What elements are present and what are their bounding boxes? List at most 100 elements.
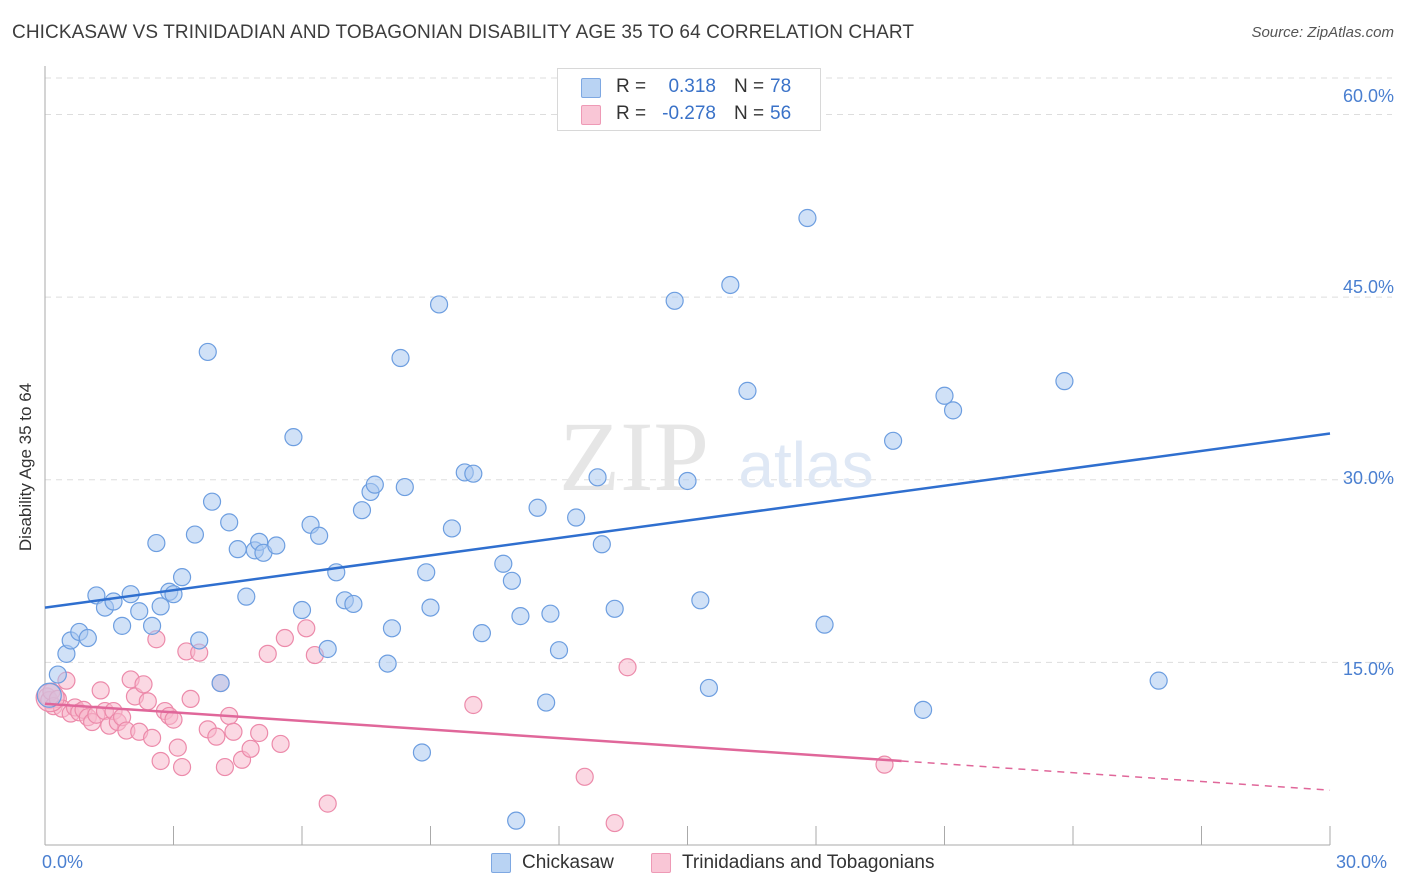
y-axis-label: Disability Age 35 to 64	[16, 382, 35, 552]
data-point	[378, 654, 397, 673]
data-point	[228, 540, 247, 559]
data-point	[1055, 372, 1074, 391]
data-point	[537, 693, 556, 712]
data-point	[207, 727, 226, 746]
data-point	[618, 658, 637, 677]
data-point	[391, 348, 410, 368]
data-point	[883, 431, 903, 450]
data-point	[130, 602, 149, 621]
bottom-legend-swatch-trinidadian	[651, 853, 671, 873]
series-trinidadian-points	[35, 619, 894, 833]
data-point	[605, 813, 624, 833]
data-point-cluster	[36, 682, 62, 708]
y-tick-label: 45.0%	[1342, 277, 1394, 297]
legend-row-trinidadian: R = -0.278 N = 56	[558, 101, 820, 127]
data-point	[494, 554, 513, 573]
data-point	[412, 743, 432, 762]
legend-n-value: 78	[770, 76, 792, 97]
source-label: Source: ZipAtlas.com	[1251, 24, 1394, 41]
trend-line-trinidadian-extension	[901, 760, 1331, 791]
data-point	[185, 525, 205, 544]
data-point	[267, 536, 286, 555]
legend-swatch-pink	[581, 105, 601, 125]
watermark: ZIP atlas	[559, 401, 874, 512]
data-point	[464, 695, 483, 715]
data-point	[220, 513, 239, 532]
correlation-legend: R = 0.318 N = 78 R = -0.278 N = 56	[557, 68, 821, 131]
data-point	[541, 604, 560, 623]
data-point	[48, 665, 67, 684]
bottom-legend-swatch-chickasaw	[491, 853, 511, 873]
trend-line-chickasaw	[44, 432, 1331, 609]
data-point	[1149, 671, 1168, 690]
data-point	[202, 492, 222, 511]
x-tick-label-max: 30.0%	[1336, 852, 1388, 872]
data-point	[395, 477, 414, 497]
data-point	[575, 767, 594, 786]
chart-title: CHICKASAW VS TRINIDADIAN AND TOBAGONIAN …	[12, 22, 915, 43]
data-point	[284, 428, 303, 447]
data-point	[211, 673, 230, 693]
data-point	[549, 641, 569, 660]
legend-swatch-blue	[581, 78, 601, 98]
data-point	[142, 728, 162, 747]
data-point	[511, 607, 530, 626]
watermark-zip: ZIP	[559, 401, 709, 512]
y-tick-label: 15.0%	[1342, 659, 1394, 679]
series-chickasaw-points	[36, 208, 1168, 830]
legend-r-label: R =	[616, 103, 647, 124]
data-point	[224, 722, 243, 741]
data-point	[151, 751, 170, 771]
bottom-legend-trinidadian: Trinidadians and Tobagonians	[682, 852, 935, 873]
legend-n-label: N =	[734, 76, 765, 97]
axes	[44, 66, 1331, 846]
y-tick-label: 60.0%	[1342, 86, 1394, 106]
data-point	[164, 710, 183, 729]
data-point	[104, 592, 123, 611]
data-point	[147, 533, 166, 553]
data-point	[292, 600, 312, 620]
data-point	[592, 535, 611, 554]
data-point	[943, 401, 963, 420]
data-point	[250, 723, 269, 743]
legend-n-label: N =	[734, 103, 765, 124]
grid-lines	[45, 77, 1392, 663]
legend-r-label: R =	[616, 76, 647, 97]
data-point	[567, 508, 586, 527]
data-point	[365, 475, 384, 494]
data-point	[421, 598, 440, 617]
legend-r-value: 0.318	[668, 76, 716, 97]
data-point	[352, 501, 372, 520]
x-tick-label-min: 0.0%	[42, 852, 84, 872]
data-point	[528, 498, 547, 517]
data-point	[588, 468, 607, 487]
data-point	[181, 689, 200, 709]
data-point	[112, 616, 132, 635]
y-tick-label: 30.0%	[1342, 468, 1394, 488]
data-point	[318, 794, 337, 813]
data-point	[310, 526, 329, 545]
data-point	[91, 681, 110, 700]
data-point	[935, 386, 954, 405]
data-point	[502, 571, 521, 590]
data-point	[258, 644, 277, 663]
data-point	[442, 519, 462, 538]
bottom-legend-chickasaw: Chickasaw	[522, 852, 614, 873]
data-point	[344, 594, 363, 614]
data-point	[464, 464, 483, 483]
data-point	[78, 628, 97, 648]
data-point	[417, 563, 436, 582]
data-point	[172, 568, 192, 587]
data-point	[472, 624, 491, 643]
data-point	[198, 342, 217, 362]
data-point	[507, 811, 526, 830]
legend-n-value: 56	[770, 103, 792, 124]
legend-row-chickasaw: R = 0.318 N = 78	[558, 74, 820, 100]
data-point	[699, 678, 719, 698]
data-point	[738, 381, 757, 400]
data-point	[318, 639, 337, 659]
data-point	[237, 587, 256, 606]
data-point	[297, 619, 316, 638]
trend-line-trinidadian	[44, 702, 902, 763]
